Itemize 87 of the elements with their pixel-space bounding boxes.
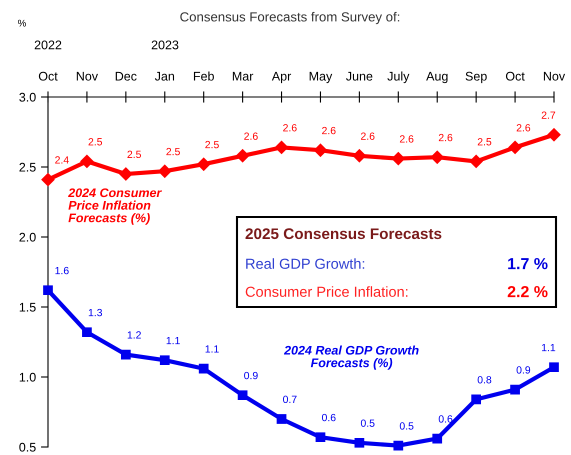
data-label: 0.5	[400, 422, 414, 430]
point	[276, 414, 286, 424]
data-label: 2.6	[322, 126, 336, 134]
x-tick-label: Dec	[116, 72, 137, 81]
data-label: 2.6	[361, 132, 374, 140]
y-tick-label: 2.5	[19, 162, 36, 172]
point	[392, 152, 405, 166]
point	[354, 438, 364, 448]
point	[41, 173, 55, 186]
x-tick-label: July	[387, 71, 410, 84]
x-tick-label: May	[310, 72, 332, 84]
y-tick-label: 0.5	[19, 442, 36, 452]
data-label: 1.1	[542, 344, 556, 352]
data-label: 1.3	[88, 308, 102, 316]
x-tick-label: Jan	[154, 72, 174, 81]
data-label: 2.5	[478, 138, 492, 146]
x-tick-label: Nov	[76, 72, 98, 81]
y-tick-label: 2.0	[19, 232, 36, 242]
x-tick-label: Nov	[544, 72, 566, 81]
data-label: 1.1	[166, 336, 180, 344]
data-label: 2.6	[400, 135, 414, 143]
point	[119, 167, 132, 181]
y-tick-label: 1.5	[20, 302, 36, 312]
x-tick-label: Sep	[466, 72, 487, 84]
point	[314, 144, 328, 157]
data-label: 2.6	[283, 124, 297, 132]
point	[238, 390, 248, 400]
annotation: 2.2 %	[508, 286, 548, 298]
data-label: 0.5	[360, 419, 375, 427]
annotation: 1.7 %	[508, 258, 548, 270]
data-label: 2.6	[438, 134, 452, 142]
point	[549, 362, 559, 372]
data-label: 2.5	[88, 138, 102, 146]
annotation: Consumer Price Inflation:	[246, 286, 408, 297]
text: 2024 Real GDP Growth Forecasts (%)	[284, 346, 419, 370]
data-label: 0.7	[283, 396, 297, 404]
data-label: 2.4	[55, 156, 69, 164]
x-tick-label: Oct	[38, 72, 58, 81]
point	[160, 355, 170, 366]
point	[198, 364, 209, 374]
x-tick-label: June	[346, 72, 372, 81]
data-label: 2.5	[205, 140, 219, 148]
series-label: 2024 Consumer Price Inflation Forecasts (%)	[68, 188, 162, 225]
point	[43, 285, 53, 296]
x-tick-label: Mar	[232, 72, 254, 81]
data-label: 2.7	[542, 111, 556, 119]
point	[510, 384, 520, 394]
point	[547, 128, 561, 142]
point	[471, 394, 482, 404]
x-tick-label: Oct	[506, 72, 525, 81]
point	[120, 350, 131, 360]
data-label: 2.6	[516, 124, 530, 132]
point	[352, 149, 366, 162]
point	[316, 432, 326, 442]
point	[80, 154, 94, 168]
point	[430, 150, 444, 164]
x-tick-label: Feb	[194, 71, 214, 81]
data-label: 2.5	[127, 150, 141, 158]
point	[393, 440, 404, 450]
annotation: 2025 Consensus Forecasts	[246, 228, 442, 240]
x-tick-label: Apr	[272, 72, 292, 84]
text: 2022	[34, 40, 62, 50]
text: %	[18, 20, 26, 27]
data-label: 0.6	[322, 414, 336, 422]
data-label: 2.6	[244, 132, 258, 140]
point	[236, 149, 250, 162]
point	[82, 327, 92, 338]
data-label: 2.5	[166, 148, 180, 156]
y-tick-label: 3.0	[19, 92, 36, 102]
data-label: 1.1	[206, 345, 219, 353]
text: 2023	[152, 40, 178, 50]
data-label: 1.6	[55, 266, 69, 274]
data-label: 1.2	[128, 331, 141, 339]
y-tick-label: 1.0	[20, 372, 36, 382]
data-label: 0.9	[516, 366, 530, 374]
point	[508, 140, 522, 154]
data-label: 0.6	[438, 415, 452, 423]
point	[470, 154, 483, 168]
point	[432, 434, 442, 444]
data-label: 0.8	[478, 376, 492, 384]
point	[274, 140, 288, 154]
point	[197, 158, 210, 171]
chart-title: Consensus Forecasts from Survey of:	[180, 12, 400, 24]
annotation: Real GDP Growth:	[246, 258, 364, 269]
data-label: 0.9	[244, 372, 258, 380]
point	[158, 164, 172, 178]
x-tick-label: Aug	[426, 72, 448, 84]
